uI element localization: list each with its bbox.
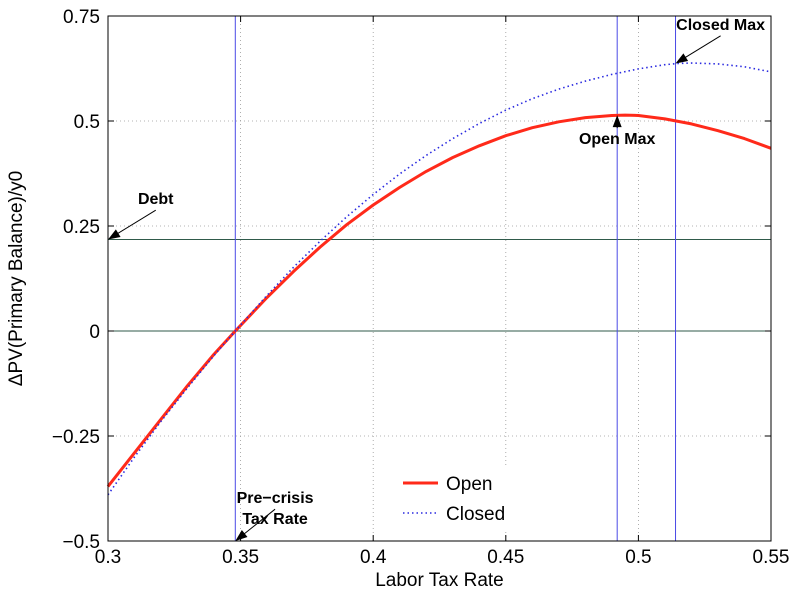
series-layer	[106, 62, 772, 496]
x-tick-label: 0.45	[487, 547, 524, 568]
grid-layer	[107, 15, 772, 542]
annotation-label: Debt	[138, 191, 174, 208]
annotation-arrow-shaft	[112, 209, 156, 237]
tick-layer: 0.3 0.35 0.4 0.45 0.5 0.55 −0.5 −0.25 0 0.25 0.5 0.…	[52, 7, 790, 568]
y-tick-label: 0.5	[74, 112, 100, 133]
series-line-open	[106, 113, 772, 488]
y-tick-label: 0.25	[63, 217, 100, 238]
annotation-arrow-head	[612, 115, 622, 128]
x-tick-label: 0.4	[360, 547, 387, 568]
annotation-label: Closed Max	[676, 17, 765, 34]
y-tick-label: 0.75	[63, 7, 100, 28]
y-axis-label: ΔPV(Primary Balance)/y0	[6, 171, 27, 386]
annotation-arrow-shaft	[680, 35, 721, 61]
x-tick-label: 0.3	[95, 547, 121, 568]
annotation-arrow-shaft	[239, 508, 276, 538]
annotation-label: Tax Rate	[242, 511, 308, 528]
legend-box	[398, 465, 526, 531]
y-tick-label: 0	[89, 322, 100, 343]
x-tick-label: 0.55	[753, 547, 790, 568]
series-line-closed	[107, 62, 772, 496]
annotation-arrow-head	[108, 229, 121, 240]
legend-closed-label: Closed	[446, 504, 505, 525]
annotation-label: Pre−crisis	[237, 490, 314, 507]
y-tick-label: −0.5	[62, 532, 100, 553]
annotation-label: Open Max	[579, 131, 656, 148]
annotation-layer: Closed Max Open Max Debt Pre−crisis Tax Rate	[108, 17, 765, 541]
x-tick-label: 0.35	[222, 547, 259, 568]
annotation-arrow-head	[235, 529, 248, 541]
reference-lines	[108, 16, 771, 541]
plot-frame	[107, 15, 772, 542]
x-tick-label: 0.5	[625, 547, 651, 568]
legend: Open Closed	[398, 465, 526, 531]
legend-open-label: Open	[446, 474, 492, 495]
annotation-arrow-head	[675, 53, 689, 64]
x-axis-label: Labor Tax Rate	[375, 570, 504, 591]
y-tick-label: −0.25	[52, 427, 100, 448]
